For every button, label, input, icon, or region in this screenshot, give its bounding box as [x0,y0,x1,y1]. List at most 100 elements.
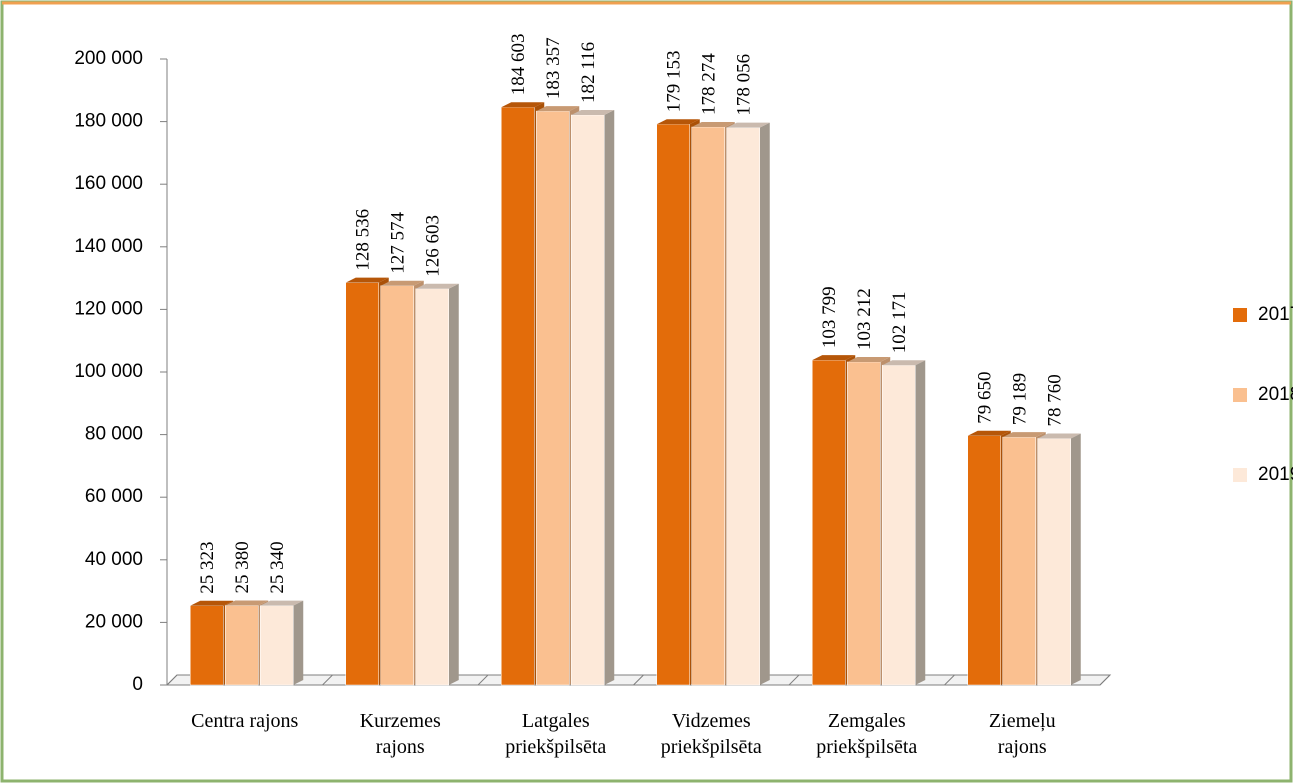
value-label: 182 116 [578,42,599,103]
x-tick-label: rajons [376,736,425,758]
bar-top [190,600,234,606]
bar-front [1037,438,1071,686]
bar-front [571,114,605,686]
x-tick-label: Centra rajons [191,710,298,732]
bar-top [656,119,700,125]
bar-top [536,106,580,112]
legend-label: 2017 [1258,304,1293,325]
bar [882,360,926,686]
floor-divider [1099,674,1111,686]
bar-top [1037,433,1081,439]
bar-top [882,360,926,366]
bar-front [1002,436,1036,686]
x-tick-label: Latgales [522,710,590,732]
value-label: 79 650 [975,371,996,423]
bar-side [759,122,770,686]
bar-front [656,124,690,686]
x-tick-label: Kurzemes [360,710,441,732]
y-tick-label: 120 000 [74,298,143,319]
y-tick-label: 200 000 [74,48,143,69]
bar-front [847,361,881,686]
x-tick-label: priekšpilsēta [661,736,762,758]
bar [571,109,615,686]
bar-front [345,282,379,686]
bar-top [967,430,1011,436]
value-label: 126 603 [423,215,444,277]
bar-top [260,600,304,606]
legend-label: 2018 [1258,384,1293,405]
y-tick-label: 40 000 [85,549,143,570]
legend-swatch [1233,388,1247,402]
value-label: 178 274 [699,53,720,115]
y-tick-label: 80 000 [85,424,143,445]
bar-front [501,106,535,686]
floor-divider [166,674,178,686]
x-tick-label: rajons [998,736,1047,758]
bar-top [501,102,545,108]
floor-divider [322,674,333,686]
x-tick-label: Ziemeļu [989,710,1056,732]
floor-divider [944,674,955,686]
y-tick-label: 20 000 [85,611,143,632]
value-label: 184 603 [508,33,529,95]
bar [1037,433,1081,686]
bar-top [225,600,269,606]
bar-top [571,109,615,115]
legend-swatch [1233,468,1247,482]
bar [726,122,770,686]
value-label: 78 760 [1045,374,1066,426]
value-label: 102 171 [889,291,910,353]
bar-side [293,600,304,685]
bar-top [380,280,424,286]
value-label: 179 153 [664,51,685,113]
bar-front [225,605,259,686]
value-label: 183 357 [543,37,564,99]
bar-top [345,277,389,283]
bar [260,600,304,686]
value-label: 178 056 [734,54,755,116]
bar-front [726,127,760,686]
value-label: 127 574 [388,211,409,273]
y-tick-label: 60 000 [85,486,143,507]
bar [415,283,459,686]
bar-front [882,364,916,686]
y-tick-label: 180 000 [74,111,143,132]
y-tick-label: 140 000 [74,236,143,257]
floor-divider [788,674,800,686]
x-tick-label: priekšpilsēta [505,736,606,758]
value-label: 25 340 [267,541,288,593]
value-label: 79 189 [1010,373,1031,425]
legend-label: 2019 [1258,464,1293,485]
bar-side [448,283,459,685]
bar-side [604,109,615,685]
y-tick-label: 0 [132,674,143,695]
bar-front [380,285,414,686]
legend-swatch [1233,308,1247,322]
bar-front [536,110,570,686]
bar-front [260,605,294,686]
bar-front [967,435,1001,686]
y-tick-label: 100 000 [74,361,143,382]
floor-divider [477,674,489,686]
value-label: 25 380 [232,541,253,593]
x-tick-label: Vidzemes [672,710,751,732]
value-label: 103 799 [819,286,840,348]
value-label: 128 536 [353,209,374,271]
value-label: 103 212 [854,288,875,350]
bar-top [415,283,459,289]
bar-top [1002,432,1046,438]
bar-top [812,355,856,361]
x-tick-label: Zemgales [828,710,906,732]
bar-top [726,122,770,128]
floor-divider [633,674,644,686]
bar-front [190,605,224,686]
bar-side [915,360,926,685]
value-label: 25 323 [197,541,218,593]
x-tick-label: priekšpilsēta [816,736,917,758]
bar-front [812,359,846,686]
bar-front [691,126,725,686]
bar-top [691,122,735,128]
bar-top [847,356,891,362]
bar-front [415,288,449,686]
